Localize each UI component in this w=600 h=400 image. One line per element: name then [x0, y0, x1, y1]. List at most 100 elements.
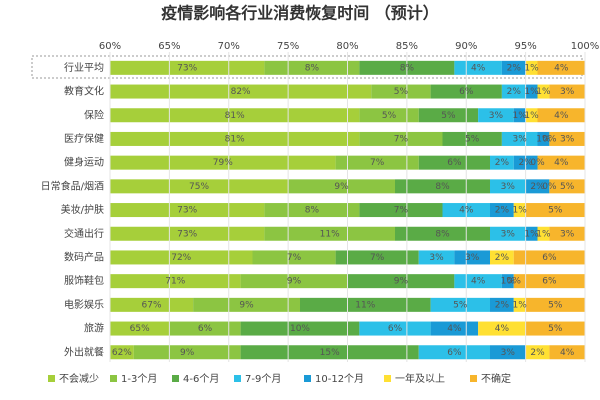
value-label: 6% — [459, 87, 474, 97]
bar-segment — [110, 250, 253, 265]
bar-segment — [359, 203, 443, 218]
value-label: 15% — [320, 348, 340, 358]
bar-segment — [335, 155, 419, 170]
legend-label: 4-6个月 — [183, 373, 219, 385]
value-label: 2% — [495, 206, 510, 216]
bar-segment — [359, 131, 443, 146]
bar-segment — [442, 131, 502, 146]
bar-segment — [133, 345, 241, 360]
legend-label: 10-12个月 — [315, 373, 364, 385]
value-label: 71% — [165, 277, 185, 287]
value-label: 5% — [394, 87, 409, 97]
bar-segment — [490, 179, 526, 194]
value-label: 9% — [394, 277, 409, 287]
bar-segment — [513, 203, 526, 218]
y-tick-label: 服饰鞋包 — [64, 274, 104, 287]
legend-label: 不会减少 — [59, 372, 99, 385]
bar-segment — [110, 297, 194, 312]
bar-segment — [525, 60, 538, 75]
value-label: 4% — [447, 324, 462, 334]
y-tick-label: 医疗保健 — [64, 132, 104, 145]
value-label: 73% — [177, 206, 197, 216]
bar-segment — [430, 297, 490, 312]
value-label: 0% — [542, 182, 557, 192]
value-label: 3% — [560, 134, 575, 144]
x-tick-label: 85% — [396, 41, 418, 52]
value-label: 9% — [180, 348, 195, 358]
value-label: 5% — [548, 206, 563, 216]
x-tick-label: 95% — [515, 41, 537, 52]
bar-segment — [549, 345, 585, 360]
value-label: 7% — [394, 206, 409, 216]
value-label: 11% — [355, 300, 375, 310]
value-label: 2% — [530, 182, 545, 192]
bar-segment — [525, 297, 585, 312]
value-label: 3% — [501, 348, 516, 358]
value-label: 65% — [130, 324, 150, 334]
bar-segment — [110, 321, 170, 336]
y-tick-label: 电影娱乐 — [64, 298, 104, 311]
bar-segment — [525, 179, 550, 194]
value-label: 7% — [287, 253, 302, 263]
bar-segment — [537, 155, 585, 170]
bar-segment — [549, 131, 585, 146]
value-label: 1% — [524, 63, 539, 73]
value-label: 5% — [465, 134, 480, 144]
value-label: 4% — [495, 324, 510, 334]
value-label: 6% — [388, 324, 403, 334]
value-label: 3% — [465, 253, 480, 263]
value-label: 1% — [501, 277, 516, 287]
value-label: 1% — [536, 87, 551, 97]
bar-segment — [335, 250, 419, 265]
bar-segment — [490, 203, 514, 218]
bar-segment — [418, 345, 490, 360]
value-label: 82% — [231, 87, 251, 97]
bar-segment — [252, 250, 336, 265]
bar-segment — [549, 226, 585, 241]
legend-label: 1-3个月 — [121, 373, 157, 385]
value-label: 5% — [441, 111, 456, 121]
bar-segment — [478, 321, 526, 336]
bar-segment — [359, 321, 431, 336]
value-label: 4% — [471, 277, 486, 287]
value-label: 1% — [524, 111, 539, 121]
bar-segment — [110, 155, 336, 170]
value-label: 73% — [177, 229, 197, 239]
value-label: 10% — [290, 324, 310, 334]
value-label: 2% — [495, 158, 510, 168]
bar-segment — [525, 108, 538, 123]
value-label: 9% — [334, 182, 349, 192]
value-label: 4% — [554, 63, 569, 73]
value-label: 6% — [198, 324, 213, 334]
bar-segment — [549, 179, 585, 194]
value-label: 2% — [518, 158, 533, 168]
legend-swatch — [470, 375, 477, 382]
y-tick-label: 外出就餐 — [64, 345, 104, 358]
bar-segment — [347, 274, 455, 289]
x-tick-label: 100% — [571, 41, 600, 52]
bar-segment — [418, 155, 490, 170]
legend-label: 7-9个月 — [245, 373, 281, 385]
value-label: 4% — [554, 111, 569, 121]
value-label: 2% — [507, 63, 522, 73]
value-label: 1% — [524, 229, 539, 239]
value-label: 2% — [530, 348, 545, 358]
value-label: 1% — [524, 87, 539, 97]
value-label: 4% — [459, 206, 474, 216]
value-label: 81% — [225, 134, 245, 144]
bar-segment — [110, 179, 289, 194]
value-label: 6% — [447, 348, 462, 358]
y-tick-label: 保险 — [84, 108, 104, 121]
value-label: 1% — [536, 229, 551, 239]
bar-segment — [110, 131, 360, 146]
bar-segment — [110, 60, 265, 75]
bar-segment — [549, 84, 585, 99]
value-label: 75% — [189, 182, 209, 192]
value-label: 8% — [305, 63, 320, 73]
bar-segment — [193, 297, 300, 312]
bar-segment — [418, 250, 455, 265]
bar-segment — [240, 321, 360, 336]
bar-segment — [288, 179, 395, 194]
bar-segment — [110, 345, 134, 360]
legend-swatch — [304, 375, 311, 382]
